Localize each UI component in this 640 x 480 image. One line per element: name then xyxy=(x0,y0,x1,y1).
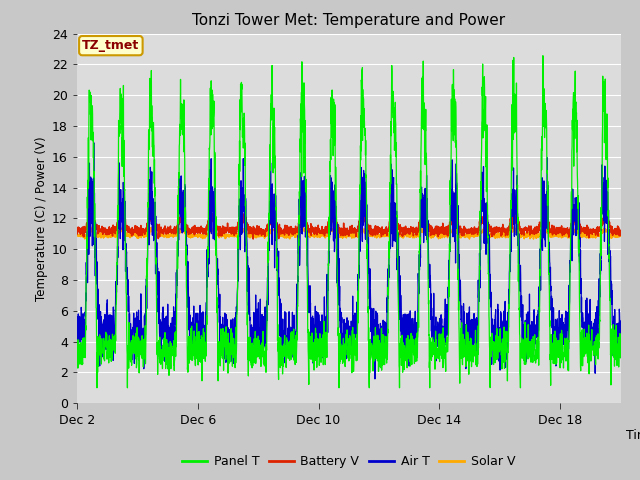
Text: TZ_tmet: TZ_tmet xyxy=(82,39,140,52)
Legend: Panel T, Battery V, Air T, Solar V: Panel T, Battery V, Air T, Solar V xyxy=(177,450,520,473)
Title: Tonzi Tower Met: Temperature and Power: Tonzi Tower Met: Temperature and Power xyxy=(192,13,506,28)
Text: Time: Time xyxy=(626,429,640,442)
Y-axis label: Temperature (C) / Power (V): Temperature (C) / Power (V) xyxy=(35,136,48,300)
